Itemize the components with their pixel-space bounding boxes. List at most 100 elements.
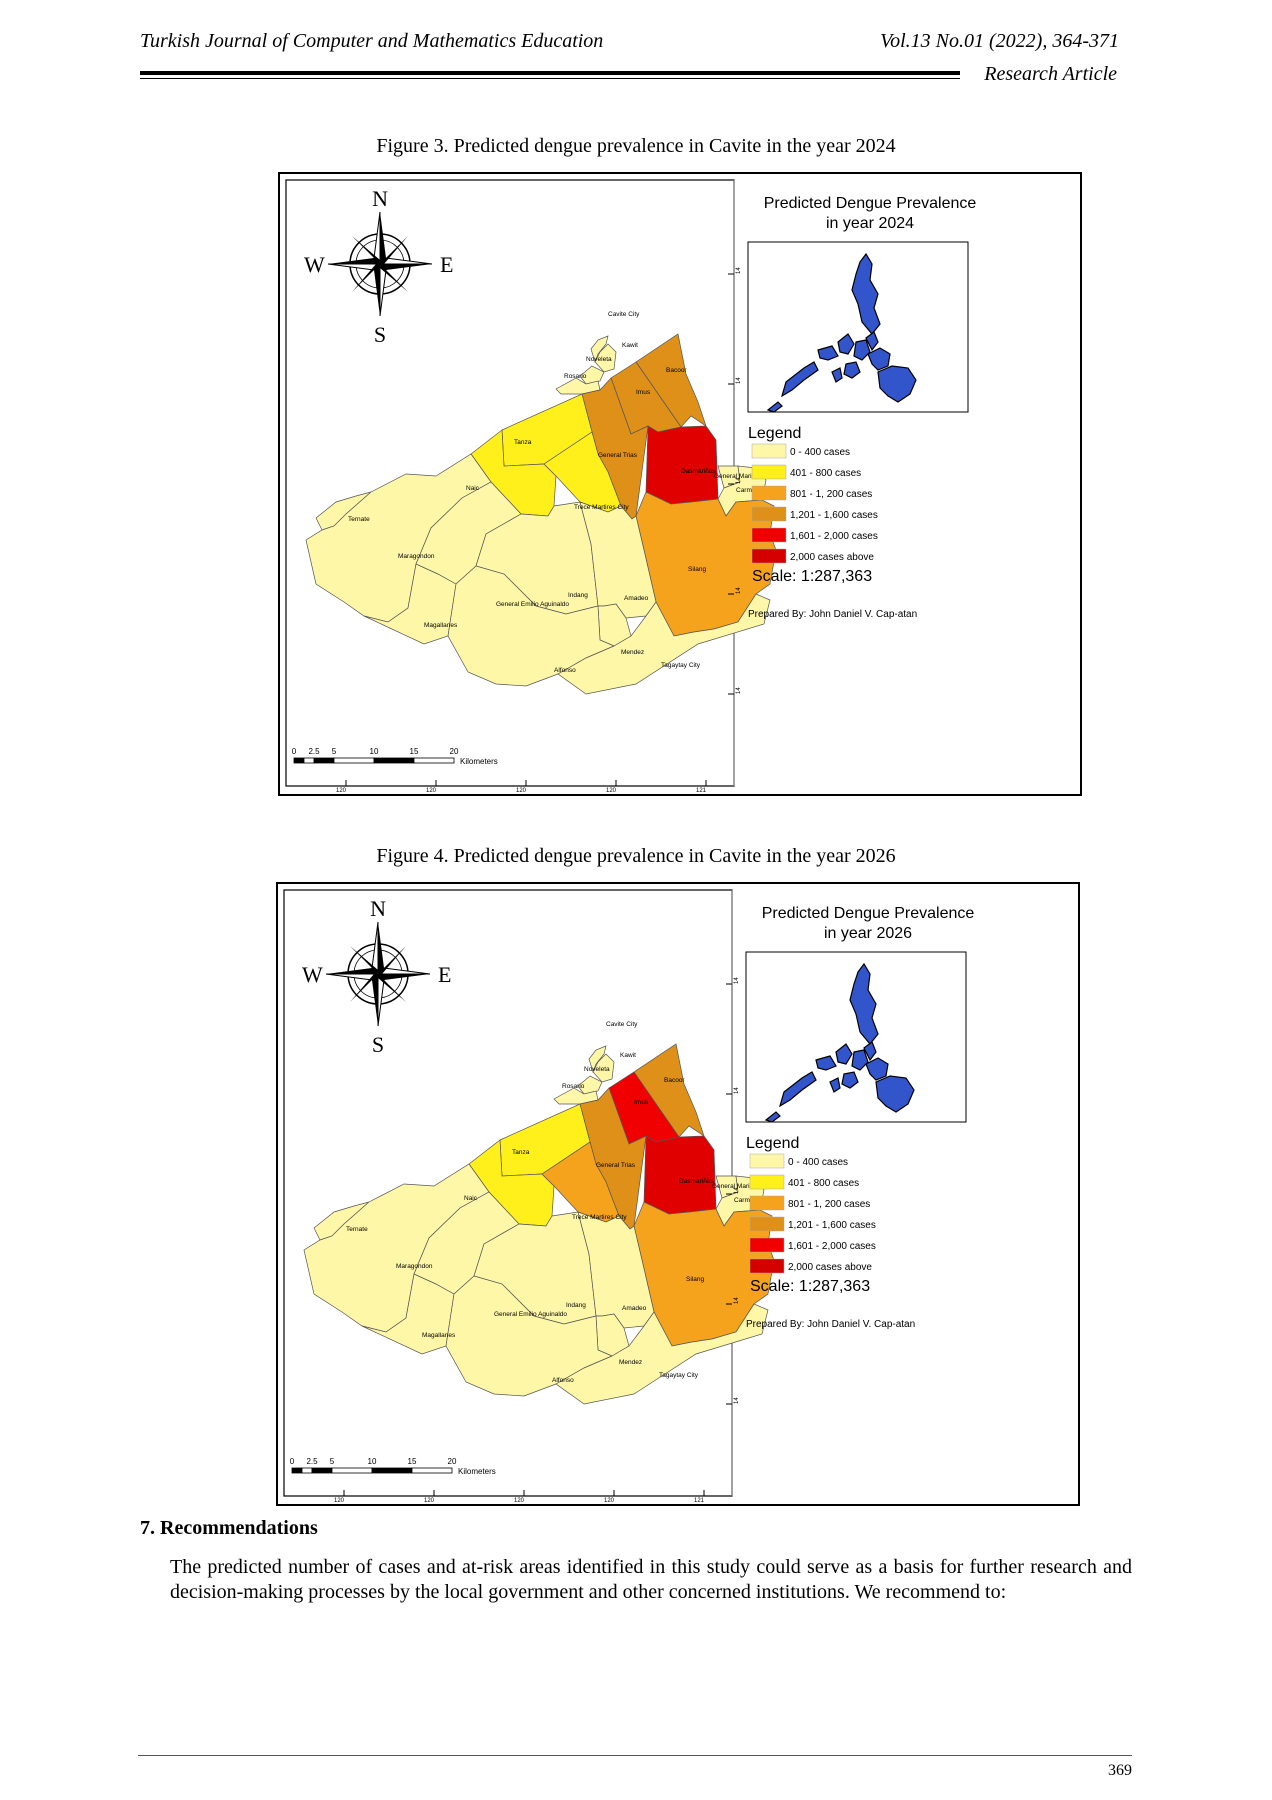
- section-paragraph: The predicted number of cases and at-ris…: [170, 1556, 1132, 1603]
- municipality-noveleta: [579, 365, 605, 385]
- compass-n: N: [372, 186, 388, 211]
- frame-tick-side: 14: [734, 1187, 740, 1194]
- place-label-gma: General Mariano Alvarez: [712, 1183, 784, 1190]
- legend-item-label: 801 - 1, 200 cases: [790, 489, 872, 500]
- place-label-carmona: Carmona: [734, 1197, 761, 1204]
- figure-4-caption: Figure 4. Predicted dengue prevalence in…: [376, 845, 896, 867]
- place-label-kawit: Kawit: [622, 342, 638, 349]
- compass-n: N: [370, 896, 386, 921]
- place-label-rosario: Rosario: [564, 373, 587, 380]
- map-scale-text: Scale: 1:287,363: [750, 1278, 870, 1295]
- municipality-bacoor: [633, 1043, 705, 1138]
- municipality-alfonso: [445, 1275, 613, 1397]
- frame-tick-bottom: 120: [604, 1498, 615, 1504]
- scalebar-unit: Kilometers: [458, 1467, 496, 1476]
- legend-item-label: 0 - 400 cases: [788, 1157, 848, 1168]
- scalebar-tick-label: 5: [332, 747, 337, 756]
- compass-rose-icon: N S E W: [302, 896, 451, 1057]
- frame-tick-bottom: 120: [336, 788, 347, 794]
- journal-title: Turkish Journal of Computer and Mathemat…: [140, 30, 604, 52]
- volume-info: Vol.13 No.01 (2022), 364-371: [880, 30, 1119, 52]
- place-label-ternate: Ternate: [348, 516, 370, 523]
- municipality-dasmarinas: [645, 425, 719, 505]
- article-type: Research Article: [984, 63, 1117, 85]
- frame-tick-bottom: 120: [426, 788, 437, 794]
- map-title-line1: Predicted Dengue Prevalence: [764, 195, 977, 212]
- legend: Legend 0 - 400 cases 401 - 800 cases 801 - …: [748, 425, 878, 564]
- place-label-general-trias: General Trias: [598, 452, 638, 459]
- header-rule: [140, 71, 960, 75]
- legend-item-label: 2,000 cases above: [788, 1262, 872, 1273]
- municipality-rosario: [553, 1087, 599, 1105]
- place-label-silang: Silang: [686, 1276, 704, 1283]
- municipality-tagaytay: [555, 1303, 769, 1405]
- place-label-dasmarinas: Dasmariñas: [679, 1178, 714, 1185]
- cavite-map: Cavite City Kawit Noveleta Rosario Bacoor Imu…: [303, 1021, 784, 1405]
- place-label-mendez: Mendez: [621, 649, 644, 656]
- compass-w: W: [304, 252, 325, 277]
- place-label-maragondon: Maragondon: [398, 553, 435, 560]
- frame-tick-bottom: 120: [516, 788, 527, 794]
- scalebar-tick-label: 10: [370, 747, 379, 756]
- place-label-indang: Indang: [566, 1302, 586, 1309]
- legend-item-label: 1,201 - 1,600 cases: [790, 510, 878, 521]
- scalebar-tick-label: 10: [368, 1457, 377, 1466]
- prepared-by: Prepared By: John Daniel V. Cap-atan: [746, 1319, 915, 1330]
- scalebar-tick-label: 5: [330, 1457, 335, 1466]
- frame-tick-bottom: 120: [606, 788, 617, 794]
- frame-tick-side: 14: [736, 377, 742, 384]
- legend-item-label: 0 - 400 cases: [790, 447, 850, 458]
- frame-tick-bottom: 121: [696, 788, 707, 794]
- map-scale-text: Scale: 1:287,363: [752, 568, 872, 585]
- place-label-rosario: Rosario: [562, 1083, 585, 1090]
- map-title-line2: in year 2026: [824, 925, 912, 942]
- municipality-rosario: [555, 377, 601, 395]
- legend-title: Legend: [746, 1135, 799, 1152]
- legend-item-label: 1,201 - 1,600 cases: [788, 1220, 876, 1231]
- place-label-magallanes: Magallanes: [424, 622, 458, 629]
- legend-swatch: [751, 485, 787, 501]
- municipality-bacoor: [635, 333, 707, 428]
- frame-tick-side: 14: [734, 977, 740, 984]
- place-label-amadeo: Amadeo: [624, 595, 649, 602]
- legend-swatch: [751, 443, 787, 459]
- place-label-mendez: Mendez: [619, 1359, 642, 1366]
- compass-e: E: [438, 962, 451, 987]
- place-label-kawit: Kawit: [620, 1052, 636, 1059]
- place-label-amadeo: Amadeo: [622, 1305, 647, 1312]
- legend-item-label: 801 - 1, 200 cases: [788, 1199, 870, 1210]
- scalebar-tick-label: 2.5: [308, 747, 320, 756]
- legend-swatch: [749, 1237, 785, 1253]
- place-label-dasmarinas: Dasmariñas: [681, 468, 716, 475]
- place-label-imus: Imus: [636, 389, 651, 396]
- frame-tick-side: 14: [736, 267, 742, 274]
- scalebar-tick-label: 15: [408, 1457, 417, 1466]
- place-label-maragondon: Maragondon: [396, 1263, 433, 1270]
- scalebar-tick-label: 15: [410, 747, 419, 756]
- compass-s: S: [372, 1032, 384, 1057]
- place-label-alfonso: Alfonso: [554, 667, 576, 674]
- place-label-cavite-city: Cavite City: [608, 311, 640, 318]
- place-label-trece-martires: Trece Martires City: [572, 1214, 627, 1221]
- map-title-line2: in year 2024: [826, 215, 914, 232]
- figure-3-caption: Figure 3. Predicted dengue prevalence in…: [376, 135, 896, 157]
- place-label-silang: Silang: [688, 566, 706, 573]
- place-label-general-trias: General Trias: [596, 1162, 636, 1169]
- place-label-imus: Imus: [634, 1099, 649, 1106]
- place-label-bacoor: Bacoor: [664, 1077, 685, 1084]
- frame-tick-bottom: 121: [694, 1498, 705, 1504]
- frame-tick-bottom: 120: [514, 1498, 525, 1504]
- municipality-noveleta: [577, 1075, 603, 1095]
- scalebar-tick-label: 20: [450, 747, 459, 756]
- legend-swatch: [751, 464, 787, 480]
- municipality-tagaytay: [557, 593, 771, 695]
- place-label-alfonso: Alfonso: [552, 1377, 574, 1384]
- scalebar-tick-label: 2.5: [306, 1457, 318, 1466]
- legend-swatch: [749, 1153, 785, 1169]
- figure-3-map: Cavite City Kawit Noveleta Rosario Bacoor Imu…: [278, 172, 1082, 796]
- frame-tick-side: 14: [736, 687, 742, 694]
- page-number: 369: [1108, 1762, 1132, 1779]
- scalebar-unit: Kilometers: [460, 757, 498, 766]
- compass-s: S: [374, 322, 386, 347]
